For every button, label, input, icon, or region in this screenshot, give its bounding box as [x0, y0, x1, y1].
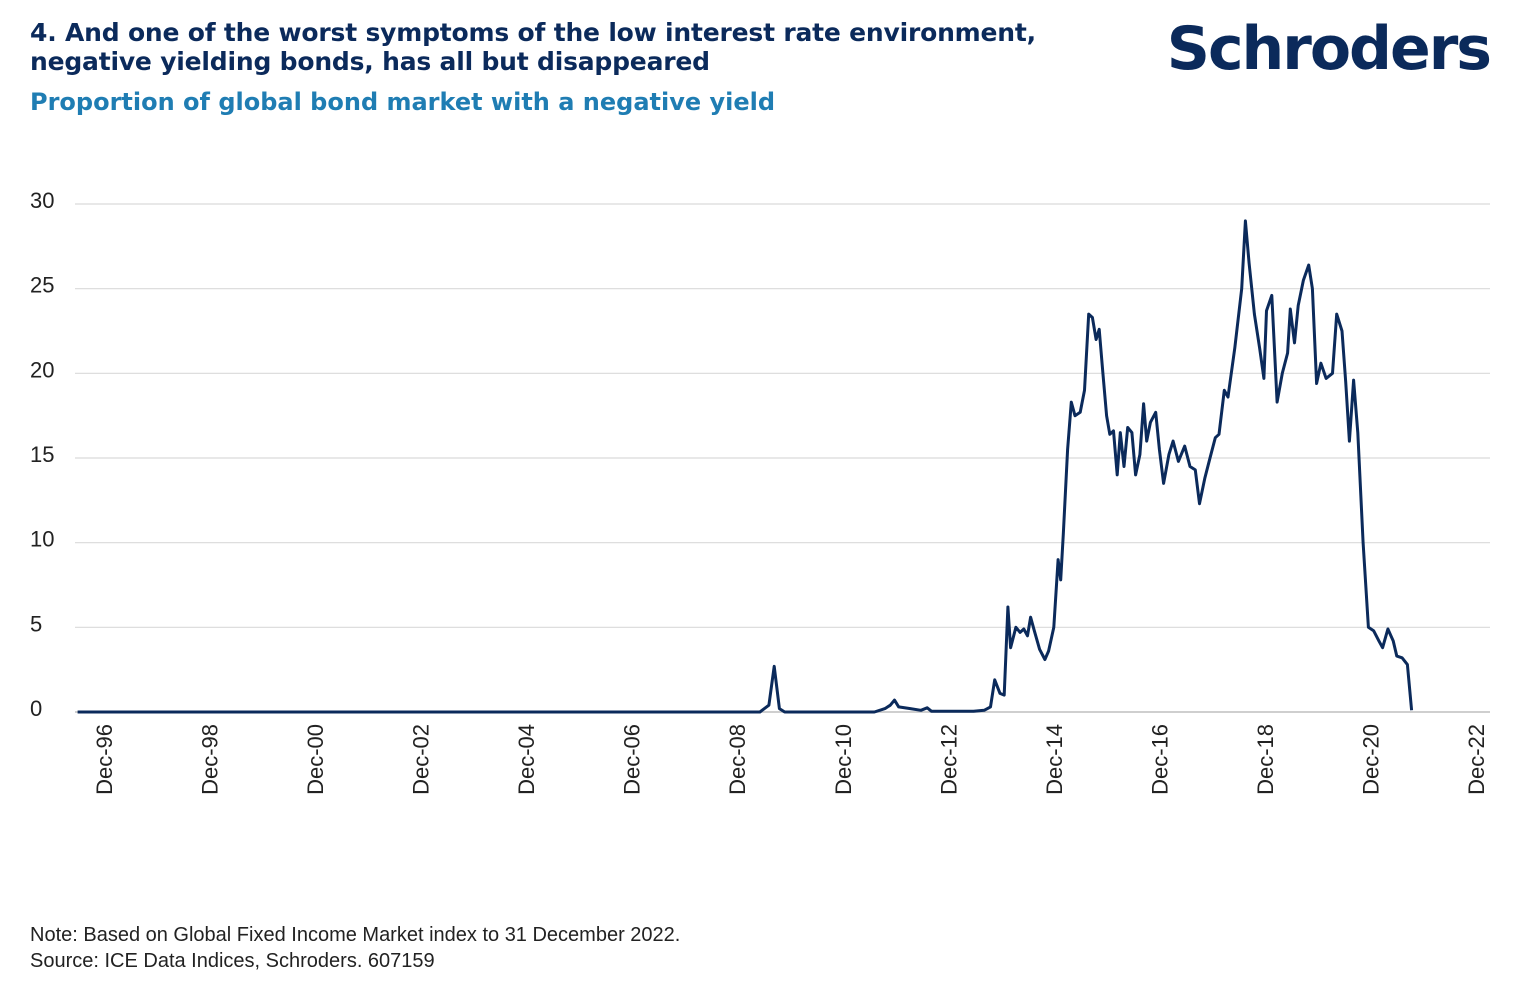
x-tick-label: Dec-96 [92, 724, 117, 795]
x-tick-label: Dec-12 [936, 724, 961, 795]
y-tick-label: 10 [30, 527, 54, 552]
series-line [77, 219, 1414, 714]
chart-title-line-1: 4. And one of the worst symptoms of the … [30, 18, 1036, 47]
x-tick-label: Dec-00 [303, 724, 328, 795]
chart-note: Note: Based on Global Fixed Income Marke… [30, 924, 681, 946]
chart-source: Source: ICE Data Indices, Schroders. 607… [30, 950, 435, 972]
x-axis-ticks: Dec-96 Dec-98 Dec-00 Dec-02 Dec-04 Dec-06 Dec-… [92, 724, 1489, 795]
grid-lines [75, 203, 1490, 628]
x-tick-label: Dec-20 [1358, 724, 1383, 795]
schroders-logo: Schroders [1166, 14, 1492, 84]
x-tick-label: Dec-22 [1464, 724, 1489, 795]
y-tick-label: 30 [30, 188, 54, 213]
x-tick-label: Dec-08 [725, 724, 750, 795]
y-tick-label: 15 [30, 442, 54, 467]
x-tick-label: Dec-04 [514, 724, 539, 795]
chart-subtitle: Proportion of global bond market with a … [30, 88, 776, 116]
chart-title-line-2: negative yielding bonds, has all but dis… [30, 47, 710, 76]
y-tick-label: 25 [30, 273, 54, 298]
x-tick-label: Dec-14 [1042, 724, 1067, 795]
y-tick-label: 5 [30, 611, 42, 636]
x-tick-label: Dec-98 [198, 724, 223, 795]
y-tick-label: 20 [30, 357, 54, 382]
x-tick-label: Dec-18 [1253, 724, 1278, 795]
y-axis-ticks: 0 5 10 15 20 25 30 [30, 188, 54, 721]
y-tick-label: 0 [30, 696, 42, 721]
x-tick-label: Dec-16 [1147, 724, 1172, 795]
x-tick-label: Dec-10 [831, 724, 856, 795]
x-tick-label: Dec-06 [620, 724, 645, 795]
x-tick-label: Dec-02 [409, 724, 434, 795]
